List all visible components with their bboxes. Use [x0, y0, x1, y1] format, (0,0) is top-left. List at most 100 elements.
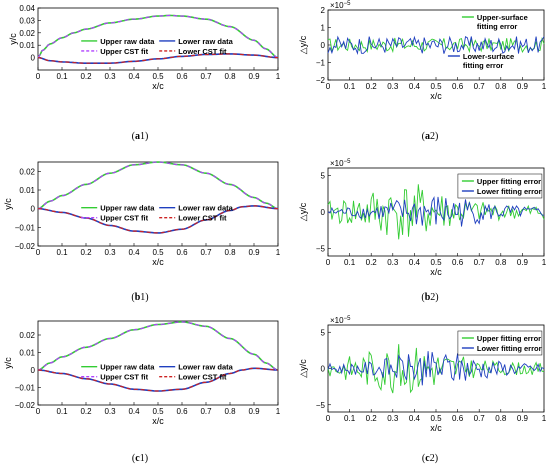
caption-close: ) — [145, 131, 148, 142]
series-upper-raw-data — [37, 14, 279, 59]
chart-c2: 0 0.1 0.2 0.3 0.4 0.5 0.6 0.7 0.8 0.9 1−505x/c△y/c… — [298, 316, 547, 464]
plot-frame — [37, 7, 279, 71]
x-tick-label: 0.7 — [474, 82, 486, 91]
x-tick-label: 0.5 — [430, 258, 442, 267]
caption-open: ( — [132, 131, 136, 142]
x-tick-label: 0.8 — [495, 258, 507, 267]
x-tick-label: 0.2 — [366, 82, 378, 91]
x-tick-label: 0.1 — [344, 414, 356, 423]
x-tick-label: 0.2 — [80, 248, 92, 257]
x-tick-label: 0.1 — [344, 258, 356, 267]
x-tick-label: 0.5 — [152, 407, 164, 416]
legend-label: Upper raw data — [100, 37, 155, 46]
x-tick-label: 0.3 — [387, 82, 399, 91]
x-tick-label: 0.6 — [452, 82, 464, 91]
x-tick-label: 0.1 — [56, 248, 68, 257]
caption-close: ) — [435, 453, 438, 464]
caption-close: ) — [435, 292, 438, 303]
x-tick-label: 0.2 — [366, 258, 378, 267]
series-upper-fitting-error — [327, 36, 545, 54]
legend-label: Upper CST fit — [100, 214, 148, 223]
y-tick-label: 0 — [321, 41, 326, 50]
x-tick-label: 0.6 — [176, 72, 188, 81]
x-tick-label: 0.7 — [474, 414, 486, 423]
series-upper-raw-data — [37, 161, 279, 210]
caption-open: ( — [422, 453, 426, 464]
caption-letter: a — [425, 131, 430, 142]
legend-label: Lower raw data — [178, 363, 233, 372]
y-tick-label: −5 — [316, 401, 326, 410]
panel-caption: (a2) — [422, 131, 439, 142]
caption-open: ( — [131, 292, 135, 303]
x-tick-label: 0.5 — [152, 72, 164, 81]
series-upper-cst-fit — [37, 161, 279, 210]
x-tick-label: 0 — [36, 407, 41, 416]
exponent-label: ×10−5 — [330, 1, 351, 10]
chart-a2: 0 0.1 0.2 0.3 0.4 0.5 0.6 0.7 0.8 0.9 1 −2 −1 0 1 2 x/c △… — [298, 1, 547, 142]
series-upper-fitting-error — [327, 184, 545, 240]
x-tick-label: 1 — [276, 407, 281, 416]
caption-close: ) — [145, 453, 148, 464]
panel-caption: (b1) — [131, 292, 148, 303]
panel-caption: (c1) — [132, 453, 148, 464]
exponent-label: ×10−5 — [330, 159, 351, 168]
x-tick-label: 0.3 — [387, 258, 399, 267]
series-lower-fitting-error — [327, 351, 545, 386]
x-tick-label: 0.1 — [56, 72, 68, 81]
exponent-label: ×10−5 — [330, 316, 351, 325]
x-tick-label: 0.7 — [200, 248, 212, 257]
y-axis-label: y/c — [8, 33, 18, 45]
exponent-base: ×10 — [330, 159, 344, 168]
x-axis-label: x/c — [152, 81, 164, 91]
x-tick-label: 1 — [542, 82, 547, 91]
y-tick-label: 0.01 — [19, 186, 35, 195]
x-tick-label: 0.4 — [409, 258, 421, 267]
x-tick-label: 0.2 — [366, 414, 378, 423]
caption-letter: c — [425, 453, 430, 464]
y-tick-label: 0.03 — [19, 16, 35, 25]
plot-frame — [37, 320, 279, 406]
y-tick-label: −1 — [316, 59, 326, 68]
series-lower-raw-data — [37, 367, 278, 392]
y-tick-label: −5 — [316, 245, 326, 254]
y-axis-label: △y/c — [298, 202, 308, 221]
x-tick-label: 1 — [276, 72, 281, 81]
chart-b2: 0 0.1 0.2 0.3 0.4 0.5 0.6 0.7 0.8 0.9 1−505x/c△y/c… — [298, 159, 547, 303]
y-tick-label: 1 — [321, 24, 326, 33]
y-tick-label: −0.01 — [15, 223, 36, 232]
exponent-base: ×10 — [330, 316, 344, 325]
x-tick-label: 0.4 — [128, 72, 140, 81]
x-axis-label: x/c — [430, 423, 442, 433]
x-tick-label: 0.6 — [452, 414, 464, 423]
legend-label: Upper CST fit — [100, 47, 148, 56]
y-axis-label: △y/c — [298, 35, 308, 54]
x-axis-label: x/c — [430, 267, 442, 277]
y-tick-label: 0.02 — [19, 167, 35, 176]
caption-number: 2 — [430, 453, 435, 464]
series-lower-cst-fit — [38, 205, 279, 234]
x-tick-label: 0 — [326, 82, 331, 91]
x-tick-label: 0.4 — [128, 248, 140, 257]
x-tick-label: 0.3 — [104, 248, 116, 257]
x-tick-label: 0.5 — [152, 248, 164, 257]
x-tick-label: 0.5 — [430, 82, 442, 91]
legend-label: Lower CST fit — [178, 214, 227, 223]
x-tick-label: 1 — [542, 258, 547, 267]
y-tick-label: 0.04 — [19, 4, 35, 13]
series-lower-cst-fit — [37, 53, 278, 64]
y-tick-label: 0 — [321, 365, 326, 374]
exponent-base: ×10 — [330, 1, 344, 10]
caption-open: ( — [422, 131, 426, 142]
x-tick-label: 0.3 — [104, 407, 116, 416]
y-tick-label: 0 — [31, 205, 36, 214]
caption-open: ( — [421, 292, 425, 303]
legend-label: Lower fitting error — [477, 187, 542, 196]
legend-label: Upper raw data — [100, 204, 155, 213]
x-tick-label: 0.8 — [224, 248, 236, 257]
x-tick-label: 0.8 — [495, 82, 507, 91]
legend-label: Upper fitting error — [477, 334, 541, 343]
caption-letter: a — [135, 131, 140, 142]
caption-close: ) — [435, 131, 438, 142]
x-tick-label: 0.9 — [517, 82, 529, 91]
caption-number: 2 — [430, 131, 435, 142]
